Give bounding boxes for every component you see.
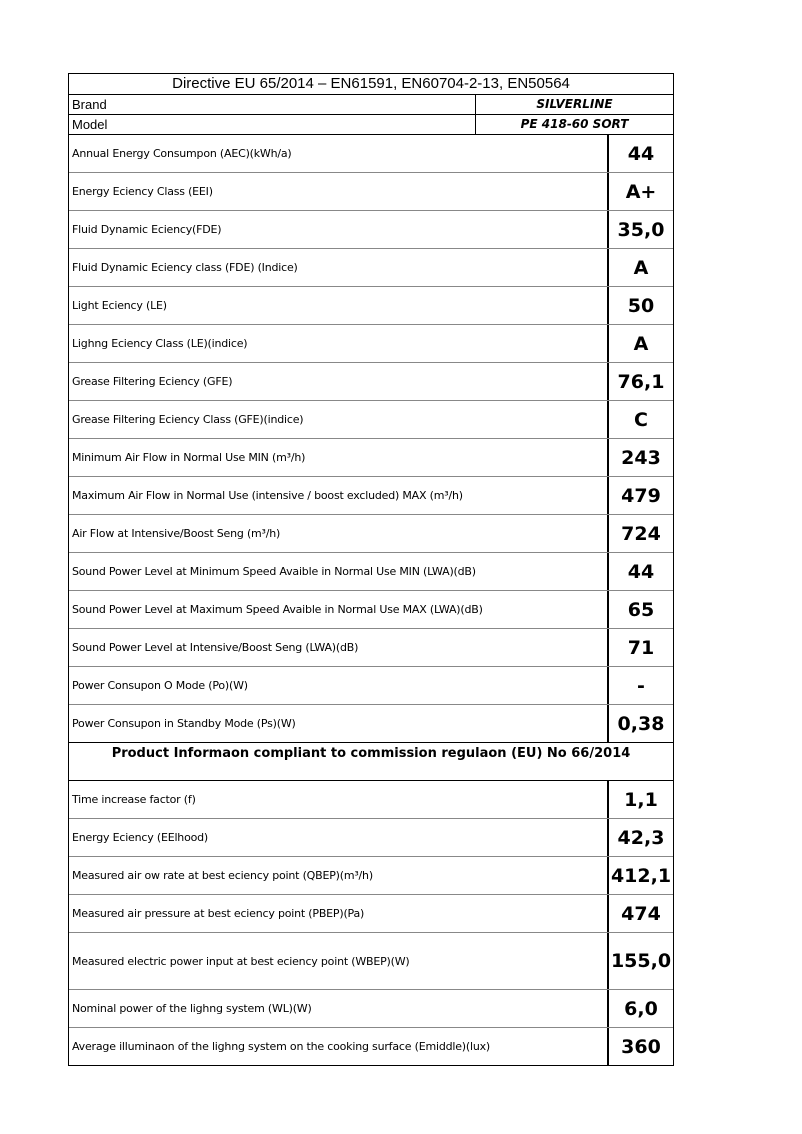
table-row: Average illuminaon of the lighng system … (69, 1028, 673, 1065)
row-label: Annual Energy Consumpon (AEC)(kWh/a) (72, 147, 292, 160)
table-row: Power Consupon O Mode (Po)(W) - (69, 667, 673, 705)
row-label: Maximum Air Flow in Normal Use (intensiv… (72, 489, 463, 502)
row-value: 1,1 (607, 781, 673, 818)
row-label: Fluid Dynamic Eciency(FDE) (72, 223, 222, 236)
table-row: Energy Eciency (EElhood) 42,3 (69, 819, 673, 857)
table-row: Fluid Dynamic Eciency class (FDE) (Indic… (69, 249, 673, 287)
row-label: Nominal power of the lighng system (WL)(… (72, 1002, 312, 1015)
row-value: 412,1 (607, 857, 673, 894)
row-value: A+ (607, 173, 673, 210)
model-row: Model PE 418-60 SORT (69, 115, 673, 135)
table-row: Sound Power Level at Maximum Speed Avaib… (69, 591, 673, 629)
row-label: Average illuminaon of the lighng system … (72, 1040, 491, 1053)
row-value: 76,1 (607, 363, 673, 400)
product-info-table: Directive EU 65/2014 – EN61591, EN60704-… (68, 73, 674, 1066)
row-label: Sound Power Level at Minimum Speed Avaib… (72, 565, 476, 578)
row-value: 65 (607, 591, 673, 628)
row-label: Sound Power Level at Intensive/Boost Sen… (72, 641, 359, 654)
row-value: 71 (607, 629, 673, 666)
row-label: Time increase factor (f) (72, 793, 196, 806)
table-row: Light Eciency (LE) 50 (69, 287, 673, 325)
section-title: Product Informaon compliant to commissio… (69, 743, 673, 781)
row-label: Measured air pressure at best eciency po… (72, 907, 365, 920)
model-label: Model (69, 115, 476, 134)
row-label: Light Eciency (LE) (72, 299, 167, 312)
row-label: Minimum Air Flow in Normal Use MIN (m³/h… (72, 451, 306, 464)
row-label: Power Consupon O Mode (Po)(W) (72, 679, 248, 692)
row-label: Grease Filtering Eciency Class (GFE)(ind… (72, 413, 304, 426)
row-value: C (607, 401, 673, 438)
row-value: 724 (607, 515, 673, 552)
table-row: Air Flow at Intensive/Boost Seng (m³/h) 7… (69, 515, 673, 553)
row-value: 42,3 (607, 819, 673, 856)
row-value: 155,0 (607, 933, 673, 989)
table-row: Measured air ow rate at best eciency poi… (69, 857, 673, 895)
row-label: Sound Power Level at Maximum Speed Avaib… (72, 603, 483, 616)
row-value: 35,0 (607, 211, 673, 248)
row-value: 479 (607, 477, 673, 514)
table-row: Grease Filtering Eciency (GFE) 76,1 (69, 363, 673, 401)
table-row: Time increase factor (f) 1,1 (69, 781, 673, 819)
row-value: 50 (607, 287, 673, 324)
table-row: Sound Power Level at Intensive/Boost Sen… (69, 629, 673, 667)
row-label: Lighng Eciency Class (LE)(indice) (72, 337, 248, 350)
brand-value: SILVERLINE (536, 97, 613, 111)
table-row: Nominal power of the lighng system (WL)(… (69, 990, 673, 1028)
row-label: Power Consupon in Standby Mode (Ps)(W) (72, 717, 296, 730)
table-row: Power Consupon in Standby Mode (Ps)(W) 0,… (69, 705, 673, 743)
table-row: Energy Eciency Class (EEI) A+ (69, 173, 673, 211)
row-value: 243 (607, 439, 673, 476)
row-label: Energy Eciency (EElhood) (72, 831, 209, 844)
row-value: A (607, 325, 673, 362)
row-label: Air Flow at Intensive/Boost Seng (m³/h) (72, 527, 281, 540)
row-label: Fluid Dynamic Eciency class (FDE) (Indic… (72, 261, 298, 274)
row-label: Measured electric power input at best ec… (72, 954, 410, 968)
table-row: Maximum Air Flow in Normal Use (intensiv… (69, 477, 673, 515)
table-row: Measured electric power input at best ec… (69, 933, 673, 990)
table-row: Lighng Eciency Class (LE)(indice) A (69, 325, 673, 363)
row-value: 360 (607, 1028, 673, 1065)
brand-label: Brand (69, 95, 476, 114)
table-row: Fluid Dynamic Eciency(FDE) 35,0 (69, 211, 673, 249)
table-row: Minimum Air Flow in Normal Use MIN (m³/h… (69, 439, 673, 477)
row-label: Energy Eciency Class (EEI) (72, 185, 213, 198)
brand-row: Brand SILVERLINE (69, 95, 673, 115)
directive-title: Directive EU 65/2014 – EN61591, EN60704-… (69, 74, 673, 95)
table-row: Measured air pressure at best eciency po… (69, 895, 673, 933)
row-value: 44 (607, 135, 673, 172)
row-value: - (607, 667, 673, 704)
row-value: 474 (607, 895, 673, 932)
model-value: PE 418-60 SORT (520, 117, 629, 131)
row-value: 0,38 (607, 705, 673, 742)
row-value: 44 (607, 553, 673, 590)
table-row: Sound Power Level at Minimum Speed Avaib… (69, 553, 673, 591)
table-row: Annual Energy Consumpon (AEC)(kWh/a) 44 (69, 135, 673, 173)
row-label: Grease Filtering Eciency (GFE) (72, 375, 233, 388)
table-row: Grease Filtering Eciency Class (GFE)(ind… (69, 401, 673, 439)
row-value: 6,0 (607, 990, 673, 1027)
row-value: A (607, 249, 673, 286)
row-label: Measured air ow rate at best eciency poi… (72, 869, 373, 882)
